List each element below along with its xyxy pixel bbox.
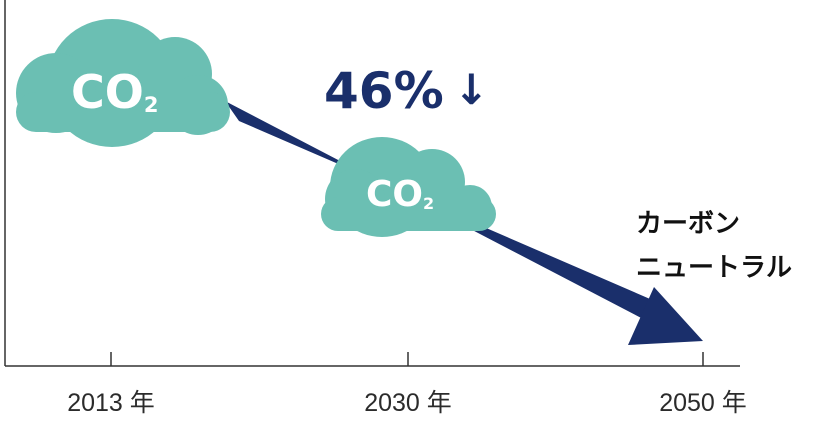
cloud-1-co2-label: CO2	[71, 65, 159, 119]
cloud-2-co2-label: CO2	[366, 174, 434, 215]
reduction-value: 46%	[324, 62, 444, 120]
x-tick-label-2050: 2050 年	[659, 389, 747, 417]
cloud-icon	[16, 19, 230, 147]
carbon-neutral-label: カーボン ニュートラル	[636, 202, 792, 290]
down-arrow-icon: ↓	[453, 65, 489, 114]
carbon-neutral-line-2: ニュートラル	[636, 253, 793, 283]
x-tick-label-2013: 2013 年	[67, 389, 155, 417]
cloud-icon	[321, 137, 496, 237]
carbon-neutral-line-1: カーボン	[636, 209, 741, 239]
reduction-label: 46% ↓	[324, 62, 489, 120]
x-tick-label-2030: 2030 年	[364, 389, 452, 417]
